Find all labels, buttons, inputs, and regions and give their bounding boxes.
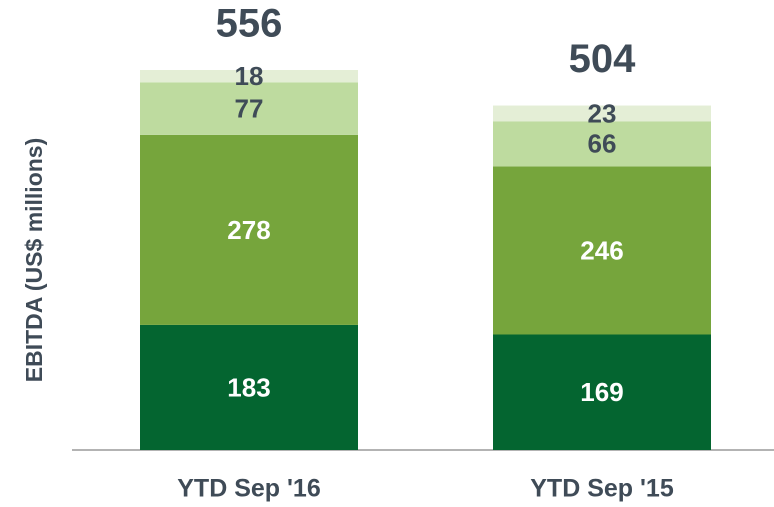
x-tick-label: YTD Sep '16	[177, 475, 321, 503]
data-label: 183	[227, 372, 270, 402]
bar-segment	[493, 105, 711, 122]
data-label: 66	[588, 129, 617, 159]
total-label: 556	[216, 2, 283, 46]
total-label: 504	[569, 37, 636, 81]
data-label: 77	[235, 93, 264, 123]
data-label: 169	[580, 377, 623, 407]
bar-segment	[493, 166, 711, 335]
bar-segment	[140, 82, 358, 135]
data-label: 246	[580, 235, 623, 265]
x-tick-label: YTD Sep '15	[530, 475, 674, 503]
bar-segment	[493, 334, 711, 450]
data-label: 18	[235, 61, 264, 91]
bar-segment	[140, 70, 358, 83]
bar-segment	[140, 134, 358, 325]
y-axis-label: EBITDA (US$ millions)	[21, 138, 47, 383]
bar-segment	[140, 324, 358, 450]
data-label: 23	[588, 98, 617, 128]
bar-segment	[493, 121, 711, 167]
data-label: 278	[227, 215, 270, 245]
